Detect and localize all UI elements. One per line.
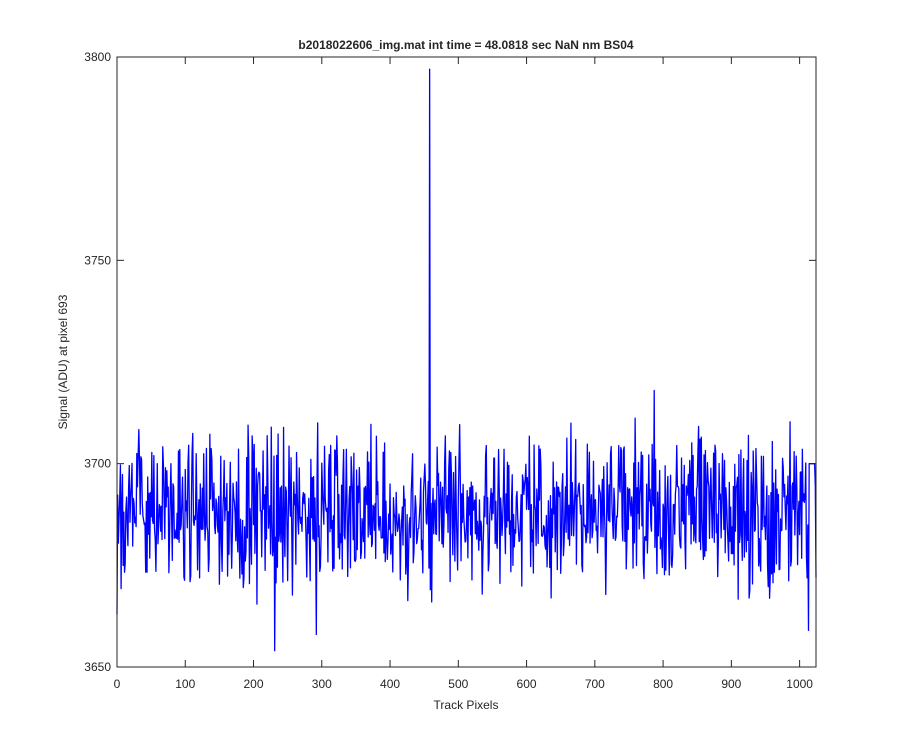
x-tick-label: 400 <box>380 677 400 691</box>
axes-box <box>116 56 817 668</box>
y-axis: 3650 3700 3750 3800 <box>84 50 816 674</box>
x-tick-label: 500 <box>448 677 468 691</box>
x-tick-label: 1000 <box>786 677 813 691</box>
x-tick-label: 0 <box>114 677 121 691</box>
y-tick-label: 3700 <box>84 457 111 471</box>
signal-series-line <box>116 68 817 652</box>
y-tick-label: 3800 <box>84 50 111 64</box>
chart-title: b2018022606_img.mat int time = 48.0818 s… <box>298 38 634 52</box>
x-tick-label: 800 <box>653 677 673 691</box>
x-axis: 0 100 200 300 400 500 600 700 800 900 1000 <box>114 57 813 691</box>
x-tick-label: 900 <box>721 677 741 691</box>
x-tick-label: 600 <box>517 677 537 691</box>
x-axis-label: Track Pixels <box>434 698 499 712</box>
y-tick-label: 3650 <box>84 660 111 674</box>
x-tick-label: 300 <box>312 677 332 691</box>
y-tick-label: 3750 <box>84 253 111 267</box>
axes-background <box>117 57 816 667</box>
y-axis-label: Signal (ADU) at pixel 693 <box>56 294 70 429</box>
x-tick-label: 100 <box>175 677 195 691</box>
x-tick-label: 200 <box>244 677 264 691</box>
series-layer <box>116 68 817 652</box>
x-tick-label: 700 <box>585 677 605 691</box>
